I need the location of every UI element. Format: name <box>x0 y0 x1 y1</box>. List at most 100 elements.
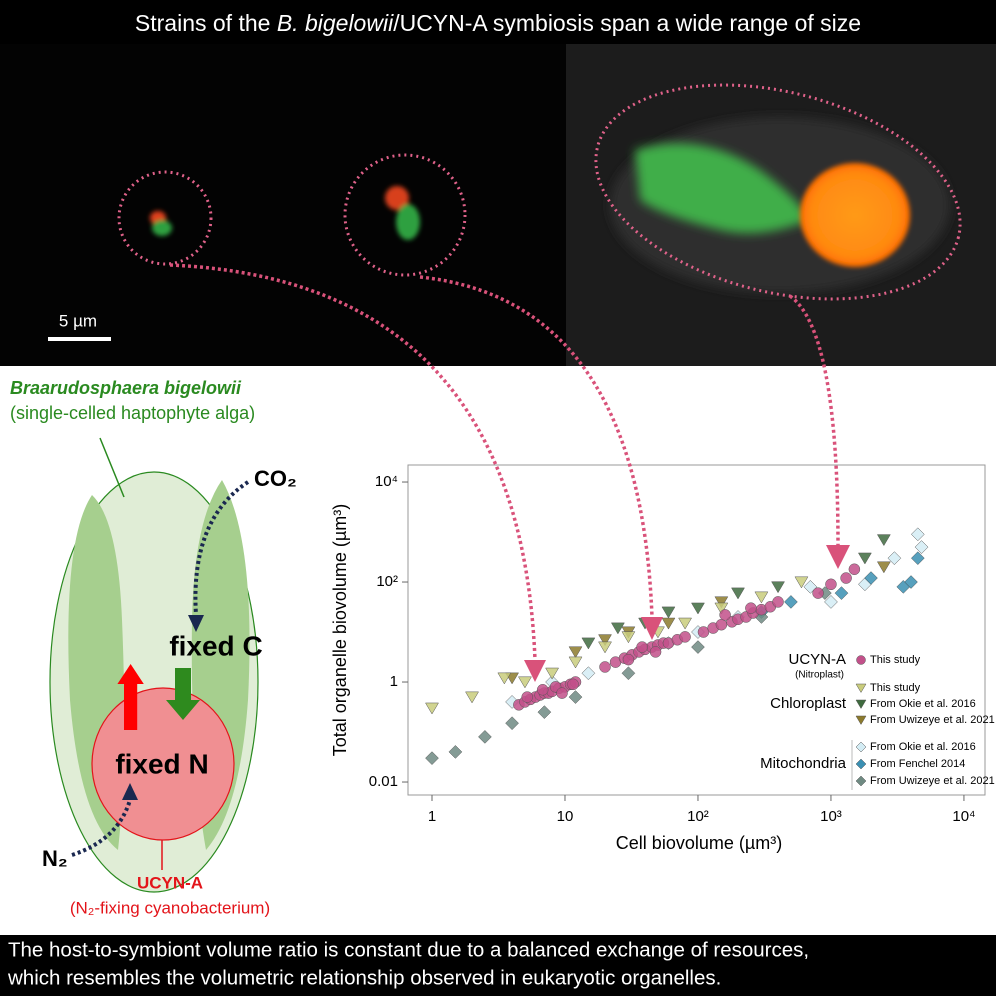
point <box>598 641 612 654</box>
x-tick-label: 10³ <box>820 808 842 825</box>
point <box>731 587 745 600</box>
point <box>745 602 757 614</box>
point <box>448 745 463 759</box>
point <box>864 571 878 585</box>
point <box>556 687 568 699</box>
point <box>568 690 583 704</box>
point <box>834 586 849 600</box>
point <box>715 618 728 631</box>
point <box>840 572 852 584</box>
x-axis-label: Cell biovolume (µm³) <box>616 833 782 853</box>
point <box>825 578 837 591</box>
arrowhead <box>122 783 138 800</box>
highlight-circle <box>343 153 467 277</box>
arrowhead <box>188 615 204 632</box>
connector-heads <box>524 545 850 682</box>
header-bg <box>0 0 996 44</box>
fixed-n-label: fixed N <box>115 748 208 779</box>
point <box>567 678 579 691</box>
legend-marker <box>855 683 867 693</box>
point <box>876 534 891 547</box>
scale-bar <box>48 337 111 341</box>
point <box>691 602 705 615</box>
point <box>621 666 636 681</box>
legend-group: UCYN-A <box>788 651 846 668</box>
legend-marker <box>855 715 867 725</box>
chart: Cell biovolume (µm³) Total organelle bio… <box>330 464 995 853</box>
legend-label: From Uwizeye et al. 2021 <box>870 714 995 726</box>
point <box>545 667 560 680</box>
legend-marker <box>856 655 866 665</box>
x-tick-label: 10 <box>557 808 574 825</box>
medium-cell <box>385 186 420 240</box>
point <box>536 684 549 696</box>
point <box>425 751 439 766</box>
legend-group: Chloroplast <box>770 695 847 712</box>
scale-label: 5 µm <box>59 311 97 330</box>
point <box>568 656 583 669</box>
point <box>914 540 929 554</box>
point <box>599 661 611 673</box>
legend-label: From Okie et al. 2016 <box>870 741 976 753</box>
point <box>537 705 552 719</box>
footer-line: which resembles the volumetric relations… <box>7 966 721 989</box>
point <box>497 672 512 685</box>
legend-group-note: (Nitroplast) <box>795 670 844 681</box>
point <box>521 691 533 703</box>
legend-label: This study <box>870 682 921 694</box>
point <box>784 595 798 609</box>
point <box>622 653 635 666</box>
title-part: B. bigelowii <box>277 10 394 36</box>
point <box>661 606 676 619</box>
point <box>910 551 925 566</box>
point <box>754 591 769 604</box>
symbiont-desc: (N₂-fixing cyanobacterium) <box>70 898 270 917</box>
point <box>621 631 636 644</box>
point <box>824 595 838 609</box>
y-axis-label: Total organelle biovolume (µm³) <box>330 504 350 756</box>
fixed-c-label: fixed C <box>169 630 262 661</box>
point <box>425 702 439 715</box>
point <box>581 666 596 681</box>
point <box>518 676 532 689</box>
point <box>772 596 784 608</box>
point <box>610 622 625 635</box>
point <box>649 646 662 658</box>
host-name: Braarudosphaera bigelowii <box>10 378 242 398</box>
small-cell <box>150 211 172 236</box>
point <box>857 552 872 565</box>
highlight-ellipse <box>594 83 962 301</box>
green-chloroplast <box>635 143 810 234</box>
legend-marker <box>855 758 867 770</box>
point <box>719 609 731 621</box>
legend-group: Mitochondria <box>760 755 847 772</box>
leader-line <box>99 437 125 498</box>
legend-label: From Okie et al. 2016 <box>870 698 976 710</box>
legend-label: From Uwizeye et al. 2021 <box>870 775 995 787</box>
title-part: /UCYN-A symbiosis span a wide range of s… <box>393 10 861 36</box>
legend-label: This study <box>870 654 921 666</box>
y-tick-label: 10² <box>376 573 398 590</box>
x-tick-label: 10⁴ <box>952 808 975 825</box>
point <box>794 576 809 589</box>
y-tick-label: 10⁴ <box>375 473 398 490</box>
connectors <box>169 263 840 661</box>
highlight-circle <box>117 170 213 266</box>
host-desc: (single-celled haptophyte alga) <box>10 403 255 423</box>
legend-marker <box>855 741 867 753</box>
n2-label: N₂ <box>42 846 68 871</box>
point <box>910 527 925 542</box>
point <box>568 646 583 659</box>
orange-nucleus <box>800 163 910 267</box>
down-arrow <box>166 668 200 720</box>
point <box>691 640 705 654</box>
n2-path <box>71 799 132 857</box>
x-tick-label: 10² <box>687 808 709 825</box>
title: Strains of the B. bigelowii/UCYN-A symbi… <box>135 10 861 36</box>
legend-marker <box>855 775 867 787</box>
title-part: Strains of the <box>135 10 277 36</box>
point <box>598 634 612 647</box>
y-tick-label: 1 <box>390 673 398 690</box>
legend-marker <box>855 699 867 709</box>
